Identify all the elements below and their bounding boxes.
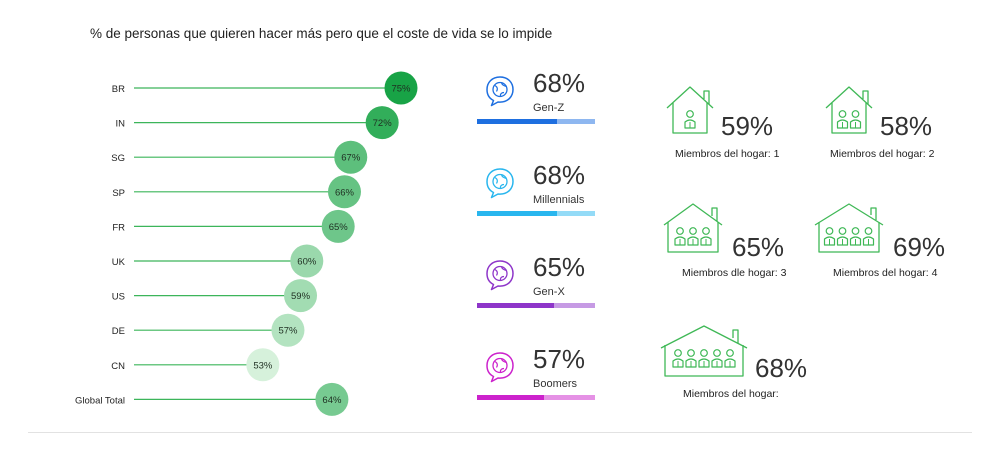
household-block-4: 69% Miembros del hogar: 4 <box>813 201 963 281</box>
generation-bar-rest <box>557 119 595 124</box>
country-lollipop-chart: BR 75% IN 72% SG 67% SP 66% FR 65% UK 60% US 59% DE 57%… <box>75 71 418 416</box>
category-label: IN <box>116 119 126 130</box>
data-label: 65% <box>329 222 349 233</box>
lollipop-dot <box>271 313 305 347</box>
household-block-1: 59% Miembros del hogar: 1 <box>665 84 805 164</box>
data-label: 53% <box>253 360 273 371</box>
chart-title: % de personas que quieren hacer más pero… <box>90 26 553 41</box>
household-value: 58% <box>880 111 933 141</box>
generation-card-boomers: 57% Boomers <box>477 344 595 414</box>
generation-bar-fill <box>477 303 554 308</box>
household-label: Miembros del hogar: 4 <box>833 267 938 279</box>
data-label: 66% <box>335 187 355 198</box>
lollipop-dot <box>284 279 318 313</box>
chat-globe-icon <box>486 168 514 199</box>
house-1-person-icon <box>666 86 714 134</box>
category-label: CN <box>111 361 125 372</box>
house-4-people-icon <box>814 203 884 253</box>
category-label: SG <box>111 153 125 164</box>
household-label: Miembros del hogar: 1 <box>675 148 780 160</box>
generation-bar-rest <box>554 303 595 308</box>
chat-globe-icon <box>486 260 514 291</box>
lollipop-dot <box>365 106 399 140</box>
generation-name: Boomers <box>533 378 578 390</box>
generation-bar <box>477 395 595 400</box>
lollipop-dot <box>321 209 355 243</box>
generation-bar-rest <box>544 395 595 400</box>
generation-bar-fill <box>477 395 544 400</box>
category-label: FR <box>112 222 125 233</box>
data-label: 59% <box>291 291 311 302</box>
household-value: 59% <box>721 111 774 141</box>
lollipop-dot <box>290 244 324 278</box>
generation-value: 68% <box>533 160 586 190</box>
household-label: Miembros dle hogar: 3 <box>682 267 787 279</box>
category-label: Global Total <box>75 395 125 406</box>
category-label: DE <box>112 326 125 337</box>
generation-value: 65% <box>533 252 586 282</box>
lollipop-dot <box>246 348 280 382</box>
generation-name: Gen-Z <box>533 102 565 114</box>
data-label: 60% <box>297 257 317 268</box>
category-label: UK <box>112 257 126 268</box>
lollipop-dot <box>315 382 349 416</box>
household-block-5: 68% Miembros del hogar: <box>659 323 829 403</box>
generation-bar <box>477 303 595 308</box>
generation-bar <box>477 211 595 216</box>
generation-value: 68% <box>533 68 586 98</box>
household-value: 69% <box>893 232 946 262</box>
household-block-3: 65% Miembros dle hogar: 3 <box>662 201 812 281</box>
house-2-people-icon <box>825 86 873 134</box>
lollipop-dot <box>384 71 418 105</box>
house-3-people-icon <box>663 203 723 253</box>
household-value: 68% <box>755 353 808 383</box>
bottom-divider <box>28 432 972 433</box>
chat-globe-icon <box>486 352 514 383</box>
data-label: 75% <box>391 84 411 95</box>
data-label: 67% <box>341 153 361 164</box>
data-label: 72% <box>373 118 393 129</box>
generation-card-millennials: 68% Millennials <box>477 160 595 230</box>
household-label: Miembros del hogar: <box>683 388 779 400</box>
generation-bar <box>477 119 595 124</box>
household-value: 65% <box>732 232 785 262</box>
generation-bar-fill <box>477 211 557 216</box>
data-label: 64% <box>322 395 342 406</box>
category-label: SP <box>112 188 125 199</box>
generation-bar-rest <box>557 211 595 216</box>
lollipop-dot <box>334 140 368 174</box>
generation-bar-fill <box>477 119 557 124</box>
generation-card-gen-z: 68% Gen-Z <box>477 68 595 138</box>
chat-globe-icon <box>486 76 514 107</box>
generation-name: Gen-X <box>533 286 565 298</box>
household-label: Miembros del hogar: 2 <box>830 148 935 160</box>
data-label: 57% <box>278 326 298 337</box>
generation-value: 57% <box>533 344 586 374</box>
generation-card-gen-x: 65% Gen-X <box>477 252 595 322</box>
category-label: US <box>112 292 125 303</box>
household-block-2: 58% Miembros del hogar: 2 <box>824 84 964 164</box>
house-5-people-icon <box>660 325 748 377</box>
generation-name: Millennials <box>533 194 585 206</box>
category-label: BR <box>112 84 125 95</box>
lollipop-dot <box>327 175 361 209</box>
